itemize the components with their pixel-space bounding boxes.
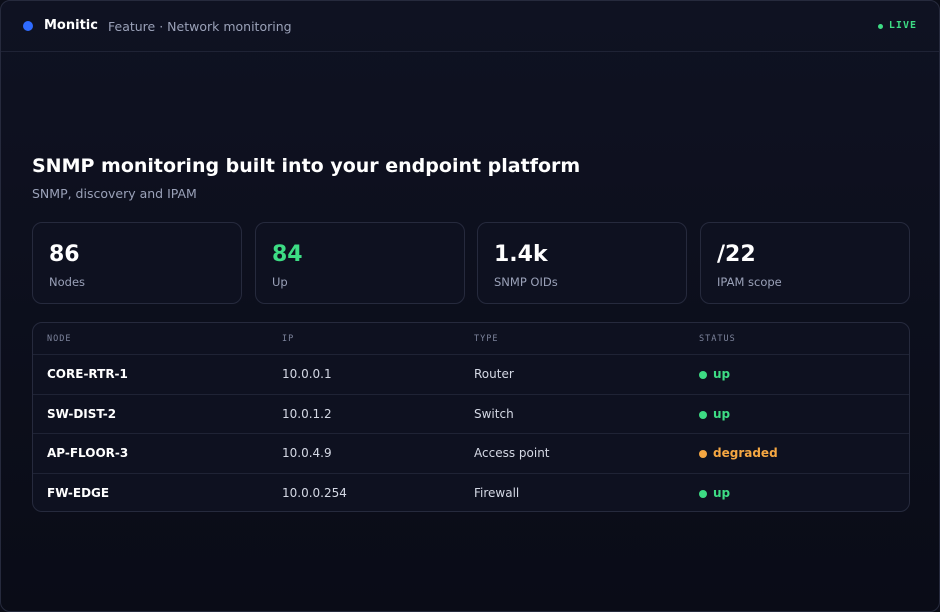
stat-card: /22 IPAM scope <box>700 222 910 304</box>
cell-type: Switch <box>474 406 514 421</box>
cell-node: CORE-RTR-1 <box>47 367 128 381</box>
table-row[interactable]: SW-DIST-2 10.0.1.2 Switch up <box>33 393 909 434</box>
stat-label: SNMP OIDs <box>494 275 558 289</box>
status-label: up <box>713 485 731 500</box>
stat-value: 86 <box>49 242 80 267</box>
status-dot <box>699 450 707 458</box>
status-dot <box>699 371 707 379</box>
column-header: IP <box>282 334 295 344</box>
brand-dot <box>23 21 33 31</box>
cell-ip: 10.0.0.1 <box>282 367 332 381</box>
column-header: NODE <box>47 334 72 344</box>
brand[interactable]: Monitic <box>44 18 98 33</box>
cell-node: AP-FLOOR-3 <box>47 446 129 460</box>
status-label: up <box>713 367 731 381</box>
table-row[interactable]: AP-FLOOR-3 10.0.4.9 Access point degraded <box>33 433 909 473</box>
hero-title: SNMP monitoring built into your endpoint… <box>32 155 581 177</box>
cell-type: Access point <box>474 446 550 460</box>
stat-value: 84 <box>272 242 303 267</box>
status-label: degraded <box>713 446 778 460</box>
live-badge: LIVE <box>888 20 917 31</box>
cell-ip: 10.0.0.254 <box>282 485 347 500</box>
stat-label: IPAM scope <box>717 275 782 289</box>
hero-subtitle: SNMP, discovery and IPAM <box>32 186 197 201</box>
cell-node: FW-EDGE <box>47 485 110 500</box>
breadcrumb: Feature · Network monitoring <box>108 19 292 34</box>
status-label: up <box>713 406 731 421</box>
node-table: NODE IP TYPE STATUS CORE-RTR-1 10.0.0.1 Router… <box>32 322 910 512</box>
table-row[interactable]: CORE-RTR-1 10.0.0.1 Router up <box>33 354 909 394</box>
status-dot <box>699 489 707 498</box>
cell-type: Firewall <box>474 485 520 500</box>
cell-ip: 10.0.1.2 <box>282 406 332 421</box>
column-header: STATUS <box>699 334 736 344</box>
stat-card: 84 Up <box>255 222 465 304</box>
column-header: TYPE <box>474 334 499 344</box>
stat-card: 86 Nodes <box>32 222 242 304</box>
stat-value: /22 <box>717 242 756 267</box>
cell-node: SW-DIST-2 <box>47 406 117 421</box>
live-dot <box>878 24 883 29</box>
table-row[interactable]: FW-EDGE 10.0.0.254 Firewall up <box>33 472 909 513</box>
stat-label: Up <box>272 275 288 289</box>
cell-type: Router <box>474 367 514 381</box>
stat-card: 1.4k SNMP OIDs <box>477 222 687 304</box>
stat-value: 1.4k <box>494 242 548 267</box>
stat-label: Nodes <box>49 275 86 289</box>
top-bar: Monitic Feature · Network monitoring LIV… <box>1 1 939 52</box>
status-dot <box>699 410 707 419</box>
cell-ip: 10.0.4.9 <box>282 446 332 460</box>
